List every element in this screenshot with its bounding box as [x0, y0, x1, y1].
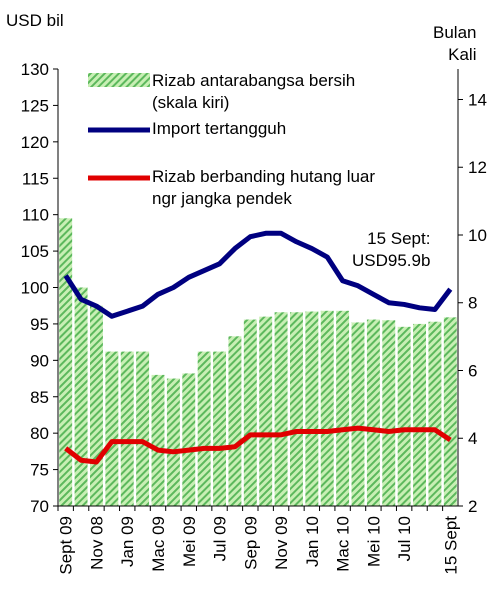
y2-tick-label: 8 [468, 294, 477, 313]
bar [90, 305, 103, 506]
x-tick-label: Jan 10 [303, 516, 322, 567]
x-tick-label: Jan 09 [118, 516, 137, 567]
x-tick-label: Mei 09 [180, 516, 199, 567]
y-axis-label: USD bil [6, 11, 64, 30]
y-tick-label: 110 [22, 206, 49, 225]
y-tick-label: 100 [21, 279, 49, 298]
legend-label: Rizab berbanding hutang luar ngr jangka … [152, 167, 376, 208]
bar [151, 374, 165, 506]
x-tick-label: Mac 10 [334, 516, 353, 572]
y-tick-label: 120 [21, 133, 49, 152]
y2-tick-label: 10 [468, 226, 487, 245]
y2-axis-label: Bulan Kali [433, 23, 477, 64]
bar [413, 323, 426, 506]
y-tick-label: 80 [30, 424, 49, 443]
x-tick-label: Nov 08 [87, 516, 106, 570]
bar [336, 310, 350, 506]
bar [290, 312, 303, 506]
bar [105, 351, 119, 506]
bar [305, 311, 319, 506]
y2-tick-label: 6 [468, 361, 477, 380]
y2-tick-label: 2 [468, 497, 477, 516]
bar [228, 336, 242, 506]
legend-label: Rizab antarabangsa bersih (skala kiri) [152, 71, 356, 112]
legend-label: Import tertangguh [152, 119, 287, 138]
bar [428, 321, 442, 506]
bar [366, 319, 380, 506]
y-tick-label: 70 [30, 497, 49, 516]
x-tick-label: Mei 10 [364, 516, 383, 567]
bar [274, 312, 288, 506]
bar [136, 351, 150, 506]
annotation: 15 Sept: USD95.9b [352, 229, 431, 270]
x-tick-label: Sept 09 [57, 516, 76, 575]
bar [59, 218, 73, 506]
x-tick-label: Mac 09 [149, 516, 168, 572]
bar [213, 351, 226, 506]
y-tick-label: 95 [30, 315, 49, 334]
x-tick-label: 15 Sept [441, 516, 460, 575]
line [64, 425, 452, 465]
y-tick-label: 115 [22, 169, 49, 188]
y2-tick-label: 4 [468, 429, 477, 448]
y2-tick-label: 14 [468, 90, 487, 109]
y-tick-label: 105 [21, 242, 49, 261]
bar [320, 310, 334, 506]
x-tick-label: Sep 09 [241, 516, 260, 570]
legend-swatch [88, 73, 150, 87]
bar [182, 373, 196, 506]
y2-tick-label: 12 [468, 158, 487, 177]
x-tick-label: Nov 09 [272, 516, 291, 570]
bar [243, 319, 257, 506]
bar [443, 317, 457, 506]
bar [166, 378, 180, 506]
y-tick-label: 125 [21, 96, 49, 115]
bar [197, 351, 211, 506]
y-tick-label: 75 [30, 461, 49, 480]
x-tick-label: Jul 09 [211, 516, 230, 561]
y-tick-label: 90 [30, 351, 49, 370]
line [63, 230, 453, 319]
y-tick-label: 130 [21, 60, 49, 79]
bar [382, 320, 396, 506]
bar [397, 326, 411, 506]
x-tick-label: Jul 10 [395, 516, 414, 561]
bar [74, 287, 88, 506]
y-tick-label: 85 [30, 388, 49, 407]
bar [351, 322, 365, 506]
bar [120, 351, 134, 506]
bar [259, 316, 273, 506]
